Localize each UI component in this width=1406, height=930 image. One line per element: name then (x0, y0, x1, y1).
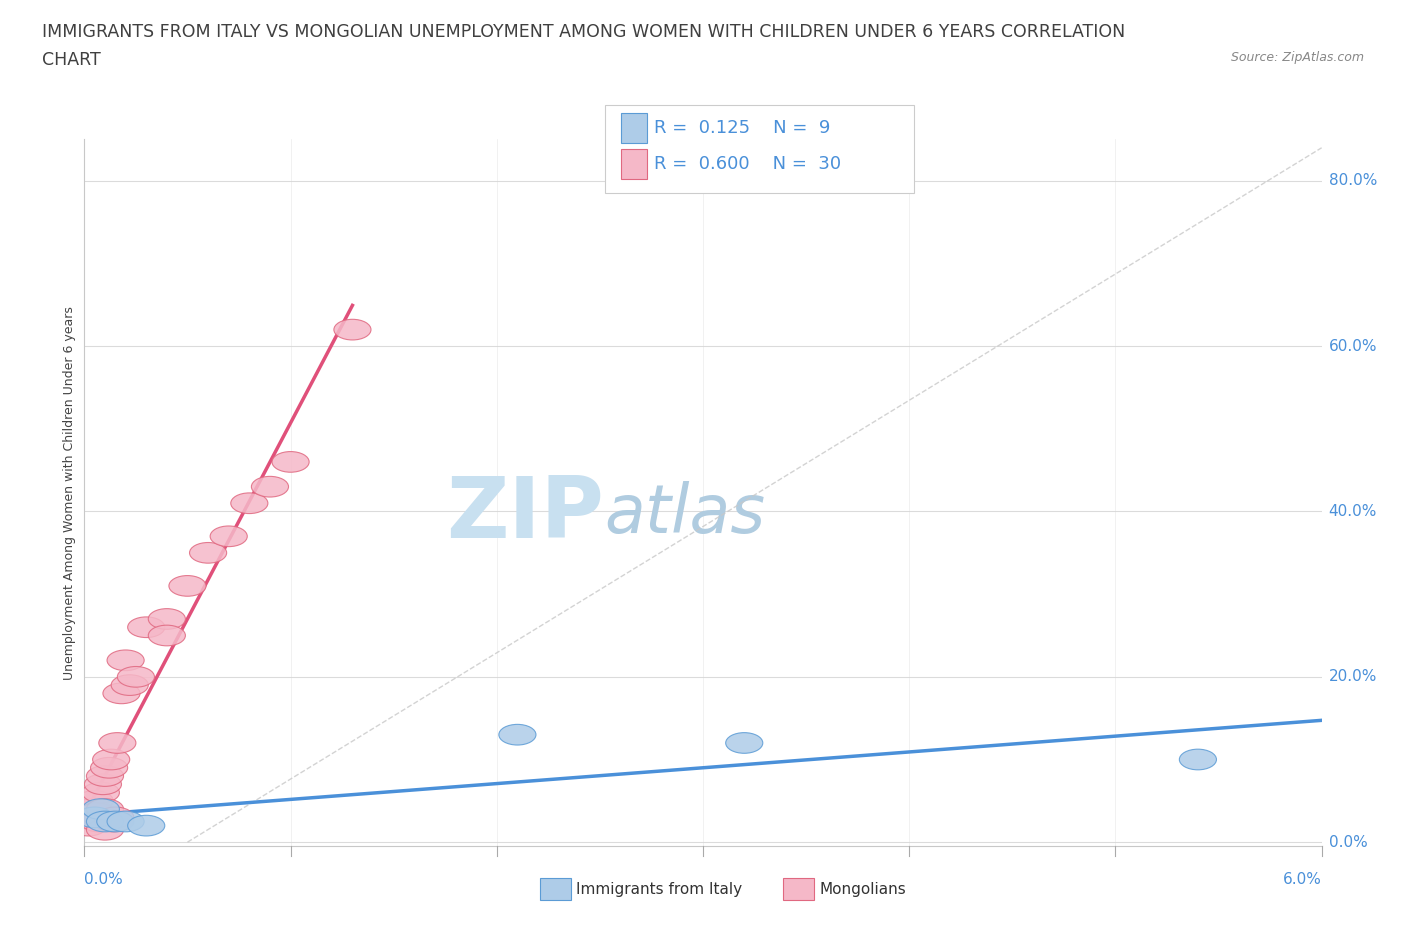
Ellipse shape (169, 576, 207, 596)
Ellipse shape (86, 811, 124, 831)
Ellipse shape (128, 617, 165, 638)
Ellipse shape (107, 650, 145, 671)
Text: 40.0%: 40.0% (1329, 504, 1376, 519)
Ellipse shape (72, 807, 110, 828)
Ellipse shape (80, 811, 117, 831)
Text: 80.0%: 80.0% (1329, 173, 1376, 189)
Ellipse shape (83, 782, 120, 803)
Ellipse shape (97, 807, 134, 828)
Ellipse shape (148, 608, 186, 630)
Text: R =  0.600    N =  30: R = 0.600 N = 30 (654, 154, 841, 173)
Text: Mongolians: Mongolians (820, 882, 907, 897)
Ellipse shape (97, 811, 134, 831)
Text: Source: ZipAtlas.com: Source: ZipAtlas.com (1230, 51, 1364, 64)
Ellipse shape (231, 493, 269, 513)
Text: 20.0%: 20.0% (1329, 670, 1376, 684)
Ellipse shape (84, 774, 121, 794)
Ellipse shape (499, 724, 536, 745)
Ellipse shape (75, 799, 111, 819)
Text: 6.0%: 6.0% (1282, 872, 1322, 887)
Ellipse shape (271, 452, 309, 472)
Ellipse shape (148, 625, 186, 645)
Ellipse shape (98, 733, 136, 753)
Text: ZIP: ZIP (446, 472, 605, 555)
Text: IMMIGRANTS FROM ITALY VS MONGOLIAN UNEMPLOYMENT AMONG WOMEN WITH CHILDREN UNDER : IMMIGRANTS FROM ITALY VS MONGOLIAN UNEMP… (42, 23, 1125, 41)
Ellipse shape (76, 807, 114, 828)
Ellipse shape (725, 733, 763, 753)
Ellipse shape (1180, 750, 1216, 770)
Ellipse shape (333, 319, 371, 340)
Ellipse shape (94, 811, 132, 831)
Ellipse shape (190, 542, 226, 564)
Ellipse shape (76, 790, 114, 811)
Ellipse shape (93, 750, 129, 770)
Ellipse shape (70, 816, 107, 836)
Ellipse shape (83, 799, 120, 819)
Ellipse shape (79, 803, 115, 824)
Ellipse shape (86, 799, 124, 819)
Y-axis label: Unemployment Among Women with Children Under 6 years: Unemployment Among Women with Children U… (63, 306, 76, 680)
Text: atlas: atlas (605, 481, 765, 547)
Text: 60.0%: 60.0% (1329, 339, 1376, 353)
Ellipse shape (111, 675, 148, 696)
Ellipse shape (107, 811, 145, 831)
Ellipse shape (90, 757, 128, 778)
Ellipse shape (128, 816, 165, 836)
Ellipse shape (86, 765, 124, 787)
Text: Immigrants from Italy: Immigrants from Italy (576, 882, 742, 897)
Ellipse shape (117, 667, 155, 687)
Ellipse shape (252, 476, 288, 497)
Ellipse shape (209, 526, 247, 547)
Text: R =  0.125    N =  9: R = 0.125 N = 9 (654, 119, 830, 138)
Ellipse shape (86, 819, 124, 840)
Text: 0.0%: 0.0% (1329, 834, 1368, 850)
Text: 0.0%: 0.0% (84, 872, 124, 887)
Ellipse shape (103, 683, 141, 704)
Text: CHART: CHART (42, 51, 101, 69)
